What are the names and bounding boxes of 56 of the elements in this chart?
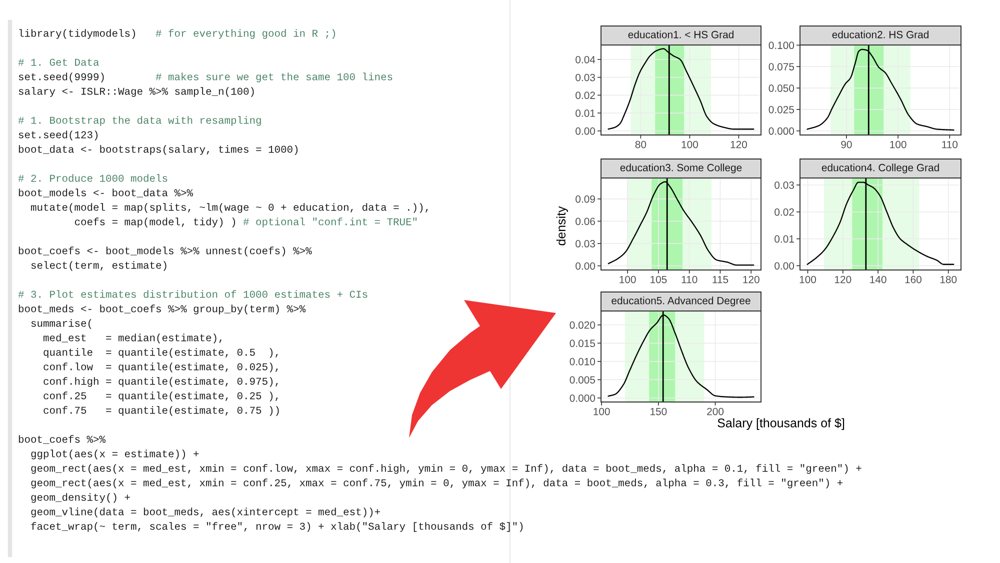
chart-title: education2. HS Grad bbox=[832, 30, 928, 38]
x-tick-label: 120 bbox=[834, 276, 852, 284]
x-tick-label: 90 bbox=[841, 140, 852, 148]
y-tick-label: 0.03 bbox=[576, 240, 595, 248]
chart-title: education3. Some College bbox=[620, 164, 742, 174]
y-tick-label: 0.00 bbox=[576, 262, 596, 270]
y-tick-label: 0.000 bbox=[768, 127, 794, 135]
y-tick-label: 0.000 bbox=[570, 394, 596, 402]
y-tick-label: 0.01 bbox=[774, 235, 794, 243]
x-tick-label: 160 bbox=[905, 276, 922, 284]
chart-title: education5. Advanced Degree bbox=[612, 296, 750, 306]
y-tick-label: 0.03 bbox=[576, 74, 595, 82]
x-tick-label: 100 bbox=[800, 276, 816, 284]
y-tick-label: 0.01 bbox=[576, 110, 595, 117]
y-tick-label: 0.050 bbox=[768, 84, 794, 92]
text: # 3. Plot estimates distribution of 1000 estimates + CIs boot_meds <- boot_coefs %>% group_by(term) %>% summarise( med_est = median(estimate), quantile = quantile(estimate, 0.5 ), conf.low = quantile(estimate, 0.025), conf.high = quantile(estimate, 0.975), conf.25 = quantile(estimate, 0.25 ), conf.75 = quantile(estimate, 0.75 )) bbox=[18, 290, 368, 416]
x-tick-label: 120 bbox=[743, 276, 760, 284]
x-tick-label: 200 bbox=[707, 408, 724, 416]
y-tick-label: 0.03 bbox=[774, 181, 794, 189]
x-tick-label: 110 bbox=[942, 140, 958, 148]
chart-title: education1. < HS Grad bbox=[628, 30, 734, 38]
y-tick-label: 0.015 bbox=[570, 340, 596, 348]
y-tick-label: 0.025 bbox=[768, 106, 794, 114]
x-tick-label: 100 bbox=[620, 276, 636, 284]
x-tick-label: 100 bbox=[682, 140, 698, 148]
y-axis-title: density bbox=[556, 206, 568, 246]
y-tick-label: 0.010 bbox=[570, 358, 596, 366]
text: # 2. Produce 1000 models boot_models <- boot_data %>% mutate(model = map(splits, ~lm(wage ~ 0 + education, data = .)), coefs = map(model, tidy) ) # optional "conf.int = TRUE" bbox=[18, 174, 428, 228]
x-tick-label: 80 bbox=[635, 140, 646, 148]
y-tick-label: 0.00 bbox=[576, 127, 596, 135]
y-tick-label: 0.075 bbox=[768, 63, 794, 70]
y-tick-label: 0.02 bbox=[774, 208, 794, 216]
text: boot_coefs %>% ggplot(aes(x = estimate)) + geom_rect(aes(x = med_est, xmin = conf.low, xmax = conf.high, ymin = 0, ymax = Inf), data = boot_meds, alpha = 0.1, fill = "green") + geom_rect(aes(x = med_est, xmin = conf.25, xmax = conf.75, ymin = 0, ymax = Inf), data = boot_meds, alpha = 0.3, fill = "green") + geom_density() + geom_vline(data = boot_meds, aes(xintercept = med_est))+ facet_wrap(~ term, scales = "free", nrow = 3) + xlab("Salary [thousands of $]") bbox=[18, 435, 862, 532]
text: boot_coefs <- boot_models %>% unnest(coefs) %>% select(term, estimate) bbox=[18, 246, 312, 271]
y-tick-label: 0.04 bbox=[576, 56, 596, 64]
x-tick-label: 100 bbox=[594, 408, 610, 416]
x-tick-label: 100 bbox=[890, 140, 906, 148]
y-tick-label: 0.00 bbox=[774, 262, 794, 270]
y-tick-label: 0.100 bbox=[768, 42, 794, 50]
x-tick-label: 180 bbox=[940, 276, 957, 284]
text: # 1. Bootstrap the data with resampling set.seed(123) boot_data <- bootstraps(salary, times = 1000) bbox=[18, 116, 298, 155]
y-tick-label: 0.06 bbox=[576, 218, 595, 226]
x-tick-label: 150 bbox=[650, 408, 667, 416]
x-axis-title: Salary [thousands of $] bbox=[718, 418, 844, 430]
x-tick-label: 105 bbox=[650, 276, 667, 284]
y-tick-label: 0.005 bbox=[570, 376, 596, 384]
y-tick-label: 0.020 bbox=[570, 321, 596, 329]
text: # 1. Get Data set.seed(9999) # makes sure we get the same 100 lines salary <- ISLR::Wage %>% sample_n(100) bbox=[18, 58, 392, 97]
chart-title: education4. College Grad bbox=[822, 164, 939, 174]
x-tick-label: 110 bbox=[682, 276, 698, 284]
x-tick-label: 120 bbox=[730, 140, 747, 148]
text: library(tidymodels) # for everything good in R ;) bbox=[19, 29, 336, 39]
y-tick-label: 0.09 bbox=[576, 195, 595, 203]
x-tick-label: 140 bbox=[870, 276, 886, 284]
y-tick-label: 0.02 bbox=[576, 92, 595, 100]
x-tick-label: 115 bbox=[712, 276, 728, 284]
